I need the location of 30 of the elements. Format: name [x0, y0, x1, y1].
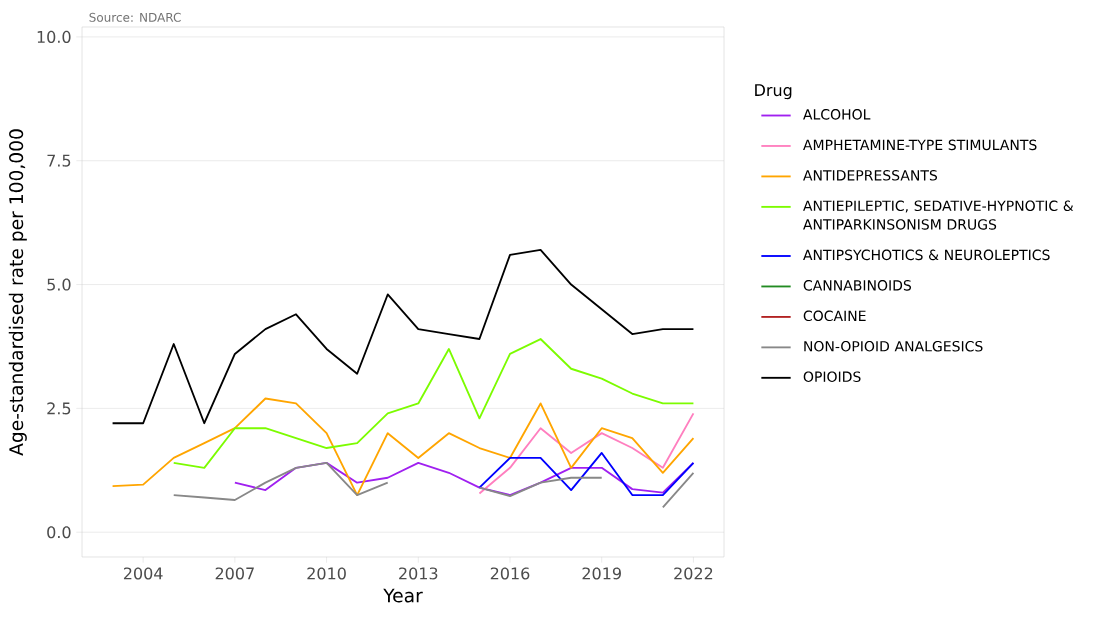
y-tick-label: 10.0 [37, 30, 71, 43]
x-tick-label: 2016 [490, 567, 530, 580]
legend-label: ANTIDEPRESSANTS [803, 170, 938, 181]
line-series [233, 461, 695, 497]
legend-label: ALCOHOL [803, 109, 871, 120]
legend-label: AMPHETAMINE-TYPE STIMULANTS [803, 139, 1037, 151]
legend-label: COCAINE [803, 310, 866, 322]
line-series [111, 397, 695, 497]
x-tick-label: 2013 [399, 567, 438, 580]
x-tick-label: 2004 [123, 567, 163, 580]
x-tick-label: 2010 [307, 567, 346, 580]
y-tick-label: 7.5 [47, 154, 71, 167]
legend-label: NON-OPIOID ANALGESICS [804, 340, 983, 352]
y-tick-label: 5.0 [47, 278, 71, 291]
y-axis-title: Age-standardised rate per 100,000 [8, 129, 27, 456]
legend-title: Drug [755, 84, 792, 100]
line-series [478, 452, 695, 497]
x-tick-label: 2019 [582, 567, 621, 580]
x-tick-label: 2007 [215, 567, 254, 580]
legend-label: OPIOIDS [803, 371, 861, 382]
x-axis-title: Year [383, 588, 423, 603]
line-series [111, 248, 695, 425]
source-note: Source: NDARC [89, 12, 181, 22]
x-tick-label: 2022 [674, 567, 713, 580]
legend-label: ANTIPSYCHOTICS & NEUROLEPTICS [803, 249, 1050, 261]
y-tick-label: 0.0 [47, 526, 71, 539]
y-tick-label: 2.5 [47, 402, 71, 415]
legend-label: CANNABINOIDS [803, 280, 912, 291]
line-series [478, 412, 695, 495]
legend-label: ANTIEPILEPTIC, SEDATIVE-HYPNOTIC & ANTIPARKINSONISM DRUGS [803, 200, 1074, 230]
